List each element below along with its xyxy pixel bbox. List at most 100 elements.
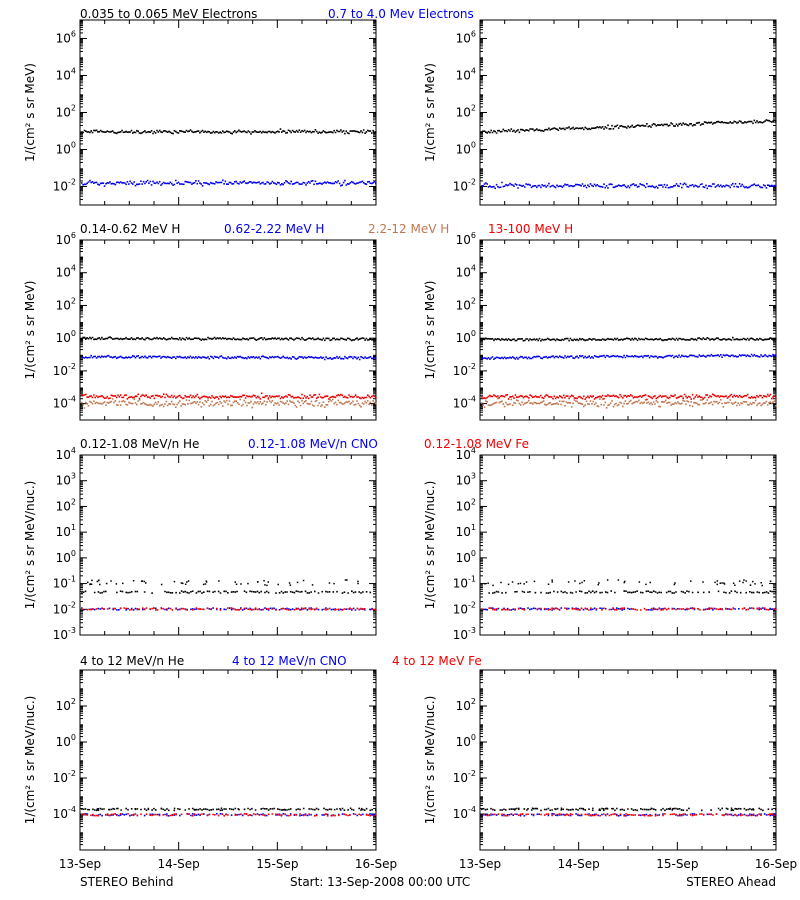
legend-area: 0.035 to 0.065 MeV Electrons 0.7 to 4.0 M…	[80, 7, 573, 668]
chart-panel: 10-2 100 102 104 106 1/(cm² s sr MeV)	[23, 19, 377, 206]
data-series-points	[81, 813, 377, 817]
data-series-points	[481, 181, 777, 190]
data-series-points	[481, 119, 777, 134]
y-tick-label: 106	[56, 231, 76, 247]
data-series-points	[81, 813, 377, 817]
y-tick-label: 10-1	[453, 575, 476, 591]
y-tick-label: 103	[456, 472, 476, 488]
data-series-points	[481, 397, 777, 409]
y-tick-label: 102	[456, 104, 476, 120]
data-series-points	[481, 393, 777, 401]
y-tick-label: 100	[456, 329, 476, 345]
data-series-points	[81, 607, 377, 611]
y-tick-label: 104	[456, 446, 476, 462]
legend-entry: 0.12-1.08 MeV/n CNO	[248, 437, 378, 451]
y-tick-label: 102	[456, 497, 476, 513]
data-series-points	[481, 813, 777, 817]
y-axis-label: 1/(cm² s sr MeV/nuc.)	[23, 481, 37, 610]
y-tick-label: 104	[456, 67, 476, 83]
legend-entry: 0.14-0.62 MeV H	[80, 222, 180, 236]
y-tick-label: 10-2	[53, 769, 76, 785]
y-tick-label: 10-4	[53, 805, 76, 821]
x-tick-label: 16-Sep	[355, 857, 397, 871]
y-tick-label: 10-2	[53, 178, 76, 194]
y-tick-label: 101	[456, 523, 476, 539]
footer-start-time: Start: 13-Sep-2008 00:00 UTC	[290, 875, 470, 889]
data-series-points	[81, 398, 377, 409]
y-tick-label: 100	[456, 141, 476, 157]
data-series-points	[81, 336, 377, 342]
x-tick-label: 14-Sep	[558, 857, 600, 871]
y-tick-label: 10-4	[453, 805, 476, 821]
data-series-points	[81, 179, 377, 187]
legend-entry: 13-100 MeV H	[488, 222, 573, 236]
y-tick-label: 100	[56, 549, 76, 565]
y-tick-label: 104	[456, 264, 476, 280]
data-series-points	[481, 607, 777, 611]
plot-frame	[479, 239, 777, 421]
chart-panel: 10-3 10-2 10-1 100 101 102 103 104 1/(cm² s sr M…	[423, 446, 777, 642]
chart-panel: 10-3 10-2 10-1 100 101 102 103 104 1/(cm² s sr M…	[23, 446, 377, 642]
y-tick-label: 102	[56, 296, 76, 312]
y-tick-label: 106	[456, 30, 476, 46]
chart-panel: 10-4 10-2 100 102 104 106 1/(cm² s sr MeV)	[423, 231, 777, 421]
legend-entry: 0.7 to 4.0 Mev Electrons	[328, 7, 474, 21]
data-series-points	[81, 607, 377, 611]
y-tick-label: 100	[456, 549, 476, 565]
y-axis-label: 1/(cm² s sr MeV/nuc.)	[423, 696, 437, 825]
chart-panel: 10-4 10-2 100 102 13-Sep 14-Sep 15-Sep 16-Sep 1/…	[423, 669, 797, 871]
legend-entry: 4 to 12 MeV Fe	[392, 654, 482, 668]
data-series-points	[81, 128, 377, 135]
y-tick-label: 104	[56, 67, 76, 83]
y-tick-label: 10-2	[453, 600, 476, 616]
y-tick-label: 102	[56, 497, 76, 513]
y-tick-label: 10-1	[53, 575, 76, 591]
y-tick-label: 102	[56, 104, 76, 120]
x-tick-label: 15-Sep	[656, 857, 698, 871]
data-series-points	[484, 579, 777, 594]
y-tick-label: 101	[56, 523, 76, 539]
y-tick-label: 10-3	[453, 626, 476, 642]
y-tick-label: 100	[56, 733, 76, 749]
plot-frame	[79, 669, 377, 851]
y-tick-label: 100	[456, 733, 476, 749]
y-tick-label: 106	[56, 30, 76, 46]
y-tick-label: 100	[56, 329, 76, 345]
legend-entry: 0.035 to 0.065 MeV Electrons	[80, 7, 257, 21]
y-axis-label: 1/(cm² s sr MeV/nuc.)	[23, 696, 37, 825]
plot-frame	[479, 19, 777, 206]
data-series-points	[81, 807, 377, 812]
data-series-points	[482, 813, 775, 817]
y-tick-label: 102	[456, 296, 476, 312]
x-tick-label: 14-Sep	[158, 857, 200, 871]
y-tick-label: 104	[56, 446, 76, 462]
legend-entry: 0.62-2.22 MeV H	[224, 222, 324, 236]
y-axis-label: 1/(cm² s sr MeV)	[23, 63, 37, 162]
chart-panel: 10-4 10-2 100 102 13-Sep 14-Sep 15-Sep 16-Sep 1/…	[23, 669, 397, 871]
legend-entry: 2.2-12 MeV H	[368, 222, 449, 236]
chart-panel: 10-2 100 102 104 106 1/(cm² s sr MeV)	[423, 19, 777, 206]
y-tick-label: 10-4	[453, 395, 476, 411]
y-tick-label: 106	[456, 231, 476, 247]
footer-spacecraft-ahead: STEREO Ahead	[686, 875, 776, 889]
y-tick-label: 10-2	[53, 362, 76, 378]
y-tick-label: 100	[56, 141, 76, 157]
y-axis-label: 1/(cm² s sr MeV)	[23, 281, 37, 380]
x-tick-label: 13-Sep	[459, 857, 501, 871]
chart-panel: 10-4 10-2 100 102 104 106 1/(cm² s sr MeV)	[23, 231, 377, 421]
plot-frame	[479, 669, 777, 851]
y-tick-label: 10-2	[453, 769, 476, 785]
y-axis-label: 1/(cm² s sr MeV)	[423, 281, 437, 380]
data-series-points	[481, 353, 777, 360]
y-tick-label: 10-2	[453, 362, 476, 378]
y-tick-label: 102	[56, 697, 76, 713]
data-series-points	[81, 354, 377, 361]
y-tick-label: 10-2	[53, 600, 76, 616]
data-series-points	[81, 392, 377, 400]
plot-frame	[79, 19, 377, 206]
y-axis-label: 1/(cm² s sr MeV/nuc.)	[423, 481, 437, 610]
data-series-points	[81, 579, 372, 594]
plot-frame	[79, 239, 377, 421]
y-tick-label: 104	[56, 264, 76, 280]
